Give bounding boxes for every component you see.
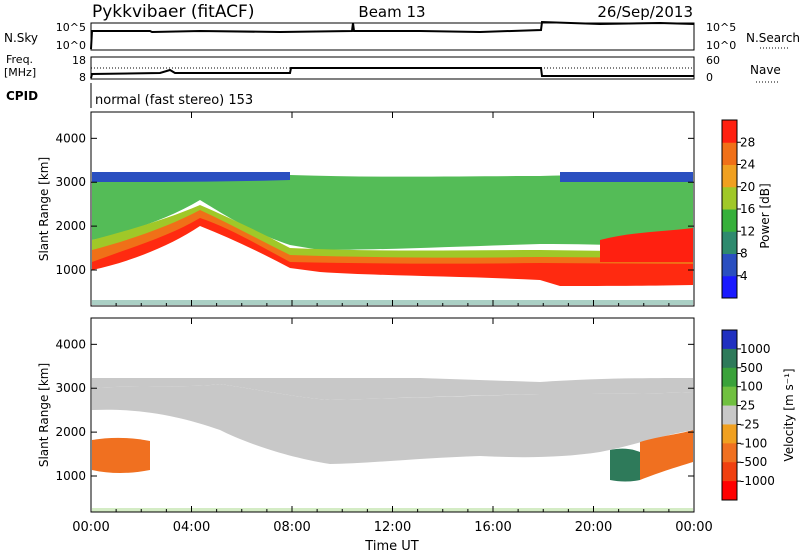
power-colorbar-tick-label: 8 xyxy=(740,247,748,261)
x-tick-label: 20:00 xyxy=(575,520,612,535)
time-xlabel: Time UT xyxy=(364,539,418,554)
velocity-colorbar-tick-label: 100 xyxy=(740,380,763,394)
cpid-text: normal (fast stereo) 153 xyxy=(95,93,253,108)
velocity-colorbar-tick-label: 500 xyxy=(740,361,763,375)
x-tick-label: 12:00 xyxy=(374,520,411,535)
x-tick-label: 04:00 xyxy=(173,520,210,535)
power-panel: 1000 2000 3000 4000 Slant Range [km] xyxy=(37,111,695,307)
x-tick-label: 00:00 xyxy=(675,520,712,535)
freq-tick-bottom: 8 xyxy=(79,71,86,84)
freq-label-1: Freq. xyxy=(6,53,33,66)
velocity-colorbar-tick-label: -100 xyxy=(740,436,767,450)
power-colorbar-tick-label: 24 xyxy=(740,158,755,172)
power-colorbar-swatch xyxy=(722,275,737,299)
velocity-colorbar-tick-label: 25 xyxy=(740,399,755,413)
nsearch-label: N.Search xyxy=(746,31,800,45)
velocity-colorbar-swatch xyxy=(722,443,737,463)
velocity-x-ticks: 00:00 04:00 08:00 12:00 16:00 20:00 00:00 xyxy=(72,318,713,535)
velocity-ylabel: Slant Range [km] xyxy=(37,363,51,467)
power-colorbar-swatch xyxy=(722,164,737,188)
freq-trace xyxy=(90,67,694,79)
nsky-tick-bottom: 10^0 xyxy=(56,39,86,52)
power-colorbar-swatch xyxy=(722,253,737,277)
velocity-colorbar-tick-label: -1000 xyxy=(740,474,775,488)
figure-title: Pykkvibaer (fitACF) xyxy=(92,2,254,22)
velocity-colorbar-swatch xyxy=(722,481,737,501)
velocity-colorbar-swatch xyxy=(722,386,737,407)
velocity-colorbar-tick-label: -500 xyxy=(740,455,767,469)
power-colorbar-swatch xyxy=(722,142,737,165)
x-tick-label: 16:00 xyxy=(474,520,511,535)
cpid-label: CPID xyxy=(6,89,38,103)
velocity-gray-band xyxy=(92,384,693,464)
freq-tick-top: 18 xyxy=(72,54,86,67)
freq-label-2: [MHz] xyxy=(4,66,36,79)
power-colorbar: 4 8 12 16 20 24 28 xyxy=(721,119,755,299)
nsky-tick-top: 10^5 xyxy=(56,21,86,34)
y-tick-label: 4000 xyxy=(55,131,86,145)
y-tick-label: 1000 xyxy=(55,263,86,277)
power-colorbar-swatch xyxy=(722,120,737,143)
nsky-frame xyxy=(90,22,695,51)
nave-tick-bottom: 0 xyxy=(706,71,713,84)
velocity-orange-right xyxy=(640,430,693,480)
velocity-colorbar-tick-label: 1000 xyxy=(740,342,771,356)
power-y-axis: 1000 2000 3000 4000 xyxy=(55,131,694,277)
velocity-colorbar: 1000 500 100 25 -25 -100 -500 -1000 xyxy=(721,329,775,501)
power-x-ticks xyxy=(90,112,695,306)
nave-tick-top: 60 xyxy=(706,54,720,67)
velocity-colorbar-swatch xyxy=(722,405,737,425)
power-colorbar-swatch xyxy=(722,186,737,210)
velocity-panel: 00:00 04:00 08:00 12:00 16:00 20:00 00:00 1000… xyxy=(37,317,713,554)
cpid-panel: CPID normal (fast stereo) 153 xyxy=(6,83,253,108)
velocity-colorbar-swatch xyxy=(722,330,737,350)
nsky-panel: N.Sky 10^5 10^0 10^5 10^0 N.Search xyxy=(4,20,800,52)
power-colorbar-tick-label: 28 xyxy=(740,135,755,149)
velocity-colorbar-label: Velocity [m s⁻¹] xyxy=(782,368,796,461)
y-tick-label: 2000 xyxy=(55,219,86,233)
power-colorbar-tick-label: 4 xyxy=(740,269,748,283)
velocity-colorbar-frame xyxy=(721,329,738,501)
power-upper-layer xyxy=(92,172,693,250)
y-tick-label: 3000 xyxy=(55,175,86,189)
x-tick-label: 00:00 xyxy=(72,520,109,535)
y-tick-label: 1000 xyxy=(55,469,86,483)
x-tick-label: 08:00 xyxy=(273,520,310,535)
date-label: 26/Sep/2013 xyxy=(597,3,693,21)
velocity-orange-left xyxy=(92,437,150,473)
power-upper-blue-right xyxy=(560,172,693,182)
y-tick-label: 3000 xyxy=(55,381,86,395)
velocity-scatter xyxy=(92,378,693,512)
velocity-colorbar-swatch xyxy=(722,424,737,444)
nsky-trace xyxy=(90,20,695,50)
nsky-label: N.Sky xyxy=(4,31,38,45)
power-colorbar-label: Power [dB] xyxy=(758,183,772,248)
power-colorbar-swatch xyxy=(722,231,737,254)
beam-label: Beam 13 xyxy=(358,3,425,21)
velocity-y-axis: 1000 2000 3000 4000 xyxy=(55,337,694,483)
power-colorbar-tick-label: 16 xyxy=(740,202,755,216)
velocity-green-right xyxy=(610,448,640,482)
velocity-colorbar-swatch xyxy=(722,462,737,482)
velocity-top-gray xyxy=(92,378,693,400)
power-right-orange-patch xyxy=(600,228,693,262)
y-tick-label: 4000 xyxy=(55,337,86,351)
power-ylabel: Slant Range [km] xyxy=(37,157,51,261)
freq-panel: Freq. [MHz] 18 8 60 0 Nave xyxy=(4,53,781,84)
nsearch-tick-bottom: 10^0 xyxy=(706,39,736,52)
power-scatter xyxy=(92,172,693,305)
nsearch-tick-top: 10^5 xyxy=(706,21,736,34)
velocity-colorbar-tick-label: -25 xyxy=(740,417,760,431)
power-colorbar-tick-label: 12 xyxy=(740,224,755,238)
power-colorbar-tick-label: 20 xyxy=(740,180,755,194)
nave-label: Nave xyxy=(750,63,781,77)
power-colorbar-swatch xyxy=(722,209,737,232)
velocity-colorbar-swatch xyxy=(722,367,737,388)
velocity-colorbar-swatch xyxy=(722,348,737,369)
y-tick-label: 2000 xyxy=(55,425,86,439)
power-top-blue xyxy=(92,172,290,182)
